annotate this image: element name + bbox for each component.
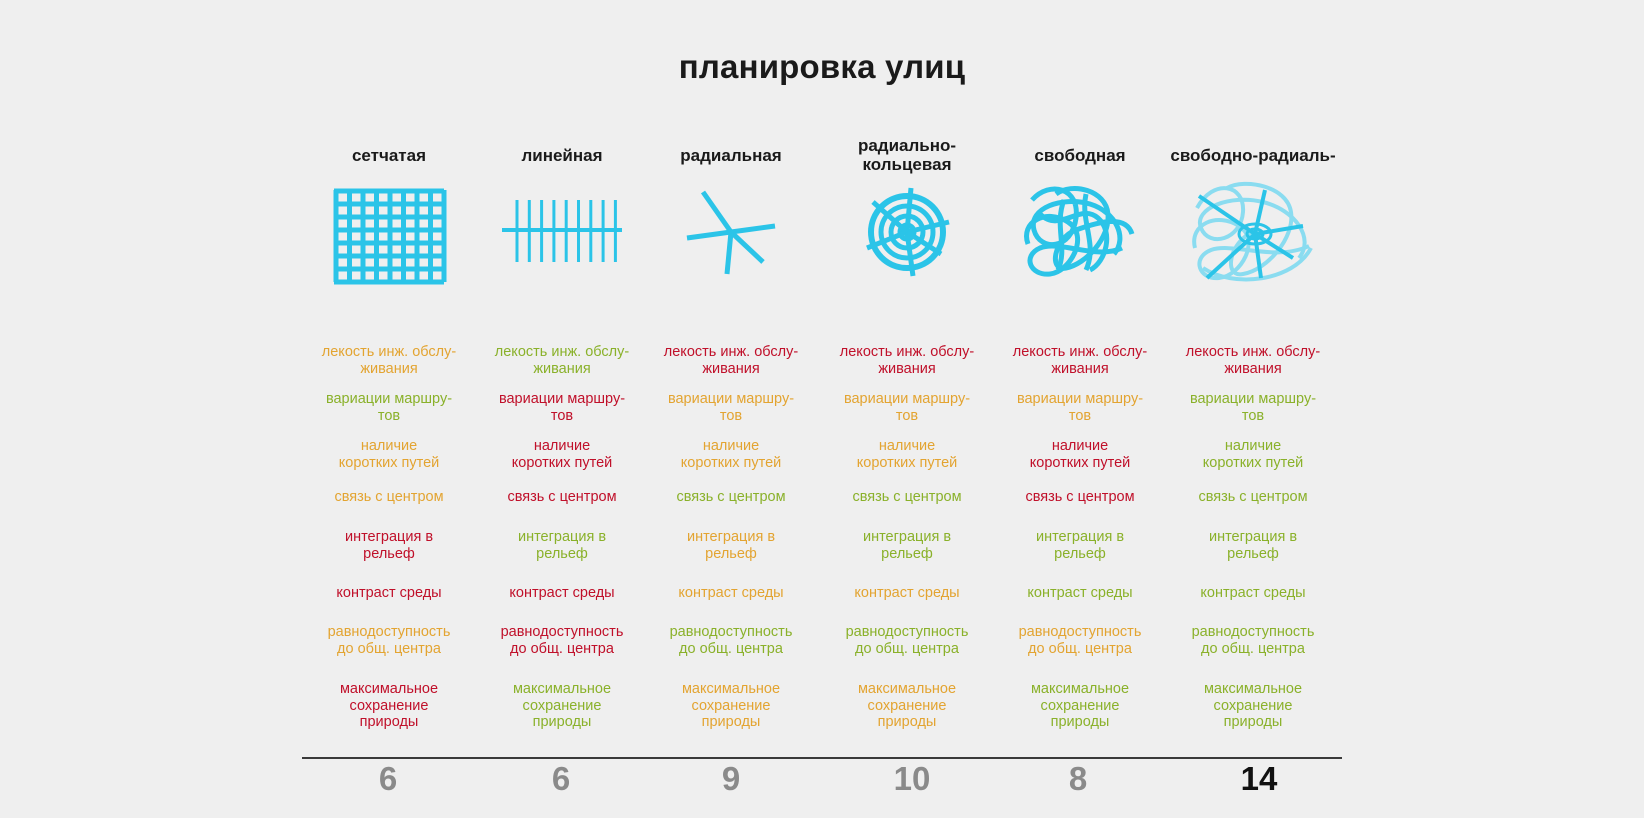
criterion-label: контраст среды bbox=[678, 585, 784, 601]
criterion-label: контраст среды bbox=[1027, 585, 1133, 601]
column-title: линейная bbox=[521, 145, 603, 165]
criterion-label: интеграция в рельеф bbox=[1035, 529, 1125, 562]
criterion-label: вариации маршру- тов bbox=[667, 391, 795, 424]
column-title: сетчатая bbox=[351, 145, 427, 165]
criterion-label: наличие коротких путей bbox=[680, 438, 782, 471]
layout-column: свободная лекость инж. обслу- живания вари… bbox=[994, 0, 1166, 818]
radial-ring-icon bbox=[866, 187, 950, 277]
layout-column: линейная лекость инж. обслу- живания вариа… bbox=[476, 0, 648, 818]
layout-column: свободно-радиаль-лекость инж. обслу- жив… bbox=[1167, 0, 1339, 818]
criterion-label: контраст среды bbox=[509, 585, 615, 601]
criterion-label: лекость инж. обслу- живания bbox=[321, 344, 457, 377]
score-divider bbox=[302, 757, 1342, 759]
criterion-label: вариации маршру- тов bbox=[325, 391, 453, 424]
score-value: 6 bbox=[551, 760, 571, 797]
grid-icon bbox=[333, 188, 447, 285]
score-value: 9 bbox=[721, 760, 741, 797]
score-value: 14 bbox=[1240, 760, 1278, 797]
criterion-label: максимальное сохранение природы bbox=[512, 681, 612, 730]
criterion-label: лекость инж. обслу- живания bbox=[839, 344, 975, 377]
criterion-label: интеграция в рельеф bbox=[862, 529, 952, 562]
criterion-label: вариации маршру- тов bbox=[1189, 391, 1317, 424]
criterion-label: интеграция в рельеф bbox=[344, 529, 434, 562]
criterion-label: интеграция в рельеф bbox=[517, 529, 607, 562]
criterion-label: интеграция в рельеф bbox=[1208, 529, 1298, 562]
criterion-label: контраст среды bbox=[1200, 585, 1306, 601]
criterion-label: лекость инж. обслу- живания bbox=[494, 344, 630, 377]
criterion-label: наличие коротких путей bbox=[1029, 438, 1131, 471]
criterion-label: наличие коротких путей bbox=[338, 438, 440, 471]
criterion-label: равнодоступность до общ. центра bbox=[500, 624, 624, 657]
criterion-label: равнодоступность до общ. центра bbox=[845, 624, 969, 657]
criterion-label: лекость инж. обслу- живания bbox=[1012, 344, 1148, 377]
criterion-label: максимальное сохранение природы bbox=[1030, 681, 1130, 730]
criterion-label: интеграция в рельеф bbox=[686, 529, 776, 562]
linear-icon bbox=[502, 200, 622, 262]
criterion-label: равнодоступность до общ. центра bbox=[1191, 624, 1315, 657]
criterion-label: наличие коротких путей bbox=[511, 438, 613, 471]
criterion-label: вариации маршру- тов bbox=[498, 391, 626, 424]
criterion-label: наличие коротких путей bbox=[1202, 438, 1304, 471]
criterion-label: связь с центром bbox=[1198, 489, 1308, 505]
criterion-label: равнодоступность до общ. центра bbox=[1018, 624, 1142, 657]
column-title: свободно-радиаль- bbox=[1170, 145, 1336, 165]
criterion-label: лекость инж. обслу- живания bbox=[1185, 344, 1321, 377]
column-title: радиально- кольцевая bbox=[857, 136, 957, 174]
free-icon bbox=[1024, 186, 1135, 277]
criterion-label: контраст среды bbox=[336, 585, 442, 601]
criterion-label: максимальное сохранение природы bbox=[857, 681, 957, 730]
criterion-label: вариации маршру- тов bbox=[843, 391, 971, 424]
layout-column: сетчатая лекость инж. обслу- живания вариа… bbox=[303, 0, 475, 818]
criterion-label: связь с центром bbox=[676, 489, 786, 505]
criterion-label: максимальное сохранение природы bbox=[681, 681, 781, 730]
layout-column: радиально- кольцевая лекость инж. обслу- … bbox=[821, 0, 993, 818]
criterion-label: вариации маршру- тов bbox=[1016, 391, 1144, 424]
criterion-label: равнодоступность до общ. центра bbox=[669, 624, 793, 657]
criterion-label: максимальное сохранение природы bbox=[339, 681, 439, 730]
score-value: 8 bbox=[1068, 760, 1088, 797]
column-title: свободная bbox=[1034, 145, 1126, 165]
criterion-label: равнодоступность до общ. центра bbox=[327, 624, 451, 657]
score-value: 6 bbox=[378, 760, 398, 797]
page-title: планировка улиц bbox=[678, 48, 966, 85]
score-value: 10 bbox=[893, 760, 931, 797]
column-title: радиальная bbox=[680, 145, 782, 165]
criterion-label: наличие коротких путей bbox=[856, 438, 958, 471]
criterion-label: максимальное сохранение природы bbox=[1203, 681, 1303, 730]
radial-icon bbox=[686, 190, 776, 275]
criterion-label: связь с центром bbox=[1025, 489, 1135, 505]
criterion-label: связь с центром bbox=[507, 489, 617, 505]
criterion-label: лекость инж. обслу- живания bbox=[663, 344, 799, 377]
criterion-label: связь с центром bbox=[852, 489, 962, 505]
criterion-label: связь с центром bbox=[334, 489, 444, 505]
free-radial-icon bbox=[1192, 181, 1313, 282]
layout-column: радиальная лекость инж. обслу- живания вар… bbox=[645, 0, 817, 818]
criterion-label: контраст среды bbox=[854, 585, 960, 601]
